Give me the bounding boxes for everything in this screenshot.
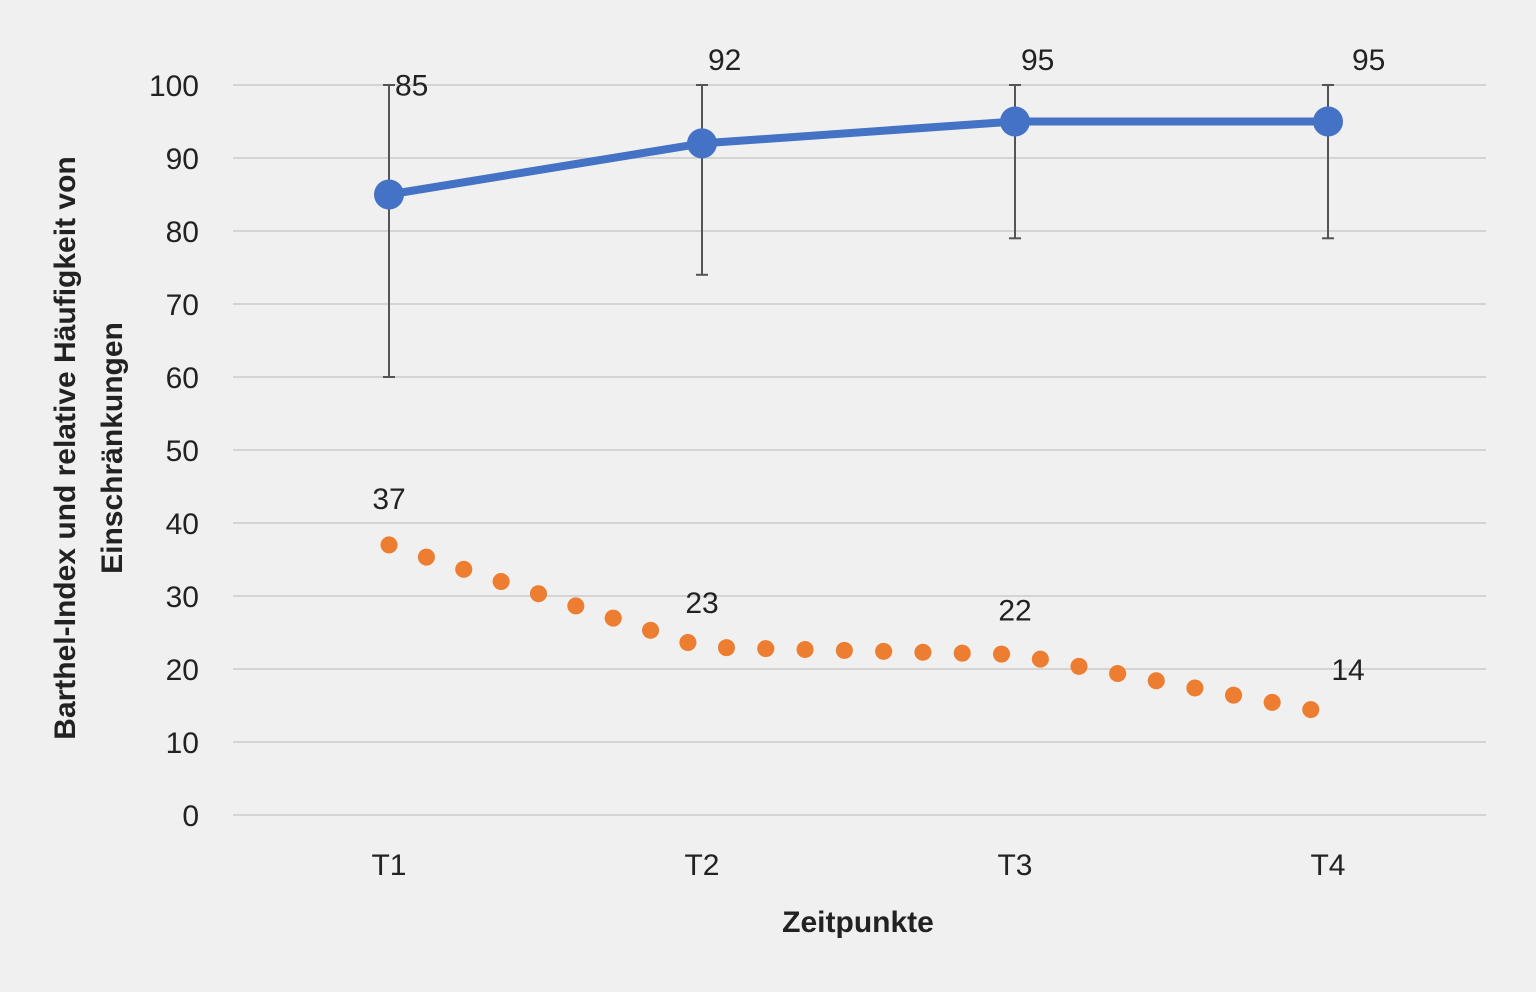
x-axis-ticks: T1 T2 T3 T4: [371, 849, 1345, 882]
y-tick-label-90: 90: [166, 143, 199, 176]
y-tick-label-100: 100: [149, 70, 199, 103]
series-1-line: [388, 117, 1328, 199]
x-tick-label-t1: T1: [371, 849, 406, 882]
series-1-marker-t4: [1313, 106, 1343, 137]
y-tick-label-30: 30: [166, 581, 199, 614]
series-1-data-label-t2: 92: [708, 44, 741, 77]
y-tick-label-80: 80: [166, 216, 199, 249]
y-axis-title-line-2: Einschränkungen: [96, 322, 129, 574]
y-tick-label-20: 20: [166, 654, 199, 687]
series: [374, 106, 1343, 722]
y-tick-label-50: 50: [166, 435, 199, 468]
series-1-marker-t3: [1000, 106, 1030, 137]
x-tick-label-t4: T4: [1310, 849, 1345, 882]
x-tick-label-t3: T3: [997, 849, 1032, 882]
series-2-line: [380, 536, 1337, 722]
y-tick-label-0: 0: [182, 800, 199, 833]
y-tick-label-40: 40: [166, 508, 199, 541]
data-labels: 85 92 95 95 37 23 22 14: [372, 44, 1385, 687]
series-2-data-label-t4: 14: [1331, 654, 1364, 687]
error-bars: [383, 84, 1334, 378]
series-1-data-label-t1: 85: [395, 70, 428, 103]
y-axis-title-line-1: Barthel-Index und relative Häufigkeit vo…: [49, 156, 82, 739]
x-tick-label-t2: T2: [684, 849, 719, 882]
y-tick-label-70: 70: [166, 289, 199, 322]
series-2-data-label-t3: 22: [998, 594, 1031, 627]
series-1-marker-t1: [374, 179, 404, 210]
x-axis-title: Zeitpunkte: [782, 906, 934, 939]
series-1-marker-t2: [687, 128, 717, 159]
y-axis-ticks: 0 10 20 30 40 50 60 70 80 90 100: [149, 70, 199, 833]
y-tick-label-10: 10: [166, 727, 199, 760]
y-axis-title: Barthel-Index und relative Häufigkeit vo…: [49, 156, 129, 739]
series-2-data-label-t1: 37: [372, 483, 405, 516]
y-tick-label-60: 60: [166, 362, 199, 395]
series-1-data-label-t3: 95: [1021, 44, 1054, 77]
series-1-data-label-t4: 95: [1352, 44, 1385, 77]
gridlines: [233, 84, 1486, 816]
series-2-data-label-t2: 23: [685, 587, 718, 620]
